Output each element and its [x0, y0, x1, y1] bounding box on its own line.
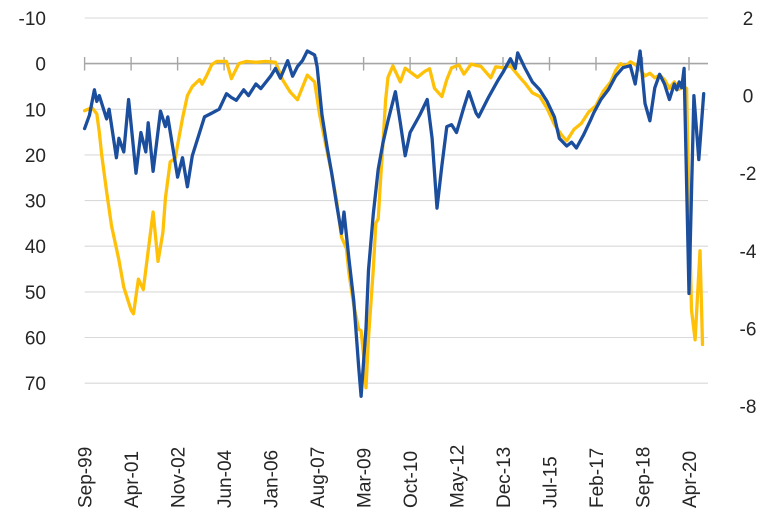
yellow-series-left-axis-line — [82, 59, 705, 390]
x-axis-tick-label: Feb-17 — [587, 448, 608, 508]
blue-series-right-axis-line — [82, 49, 706, 398]
x-axis-tick-label: Jan-06 — [262, 450, 283, 508]
left-axis-tick-label: 40 — [25, 237, 46, 258]
x-axis-tick-label: Apr-20 — [680, 451, 701, 508]
left-axis-tick-label: 20 — [25, 146, 46, 167]
right-axis-tick-label: -2 — [740, 164, 757, 185]
x-axis-tick-label: Sep-18 — [634, 447, 655, 508]
x-axis-tick-label: Jul-15 — [541, 456, 562, 508]
left-axis-tick-label: 10 — [25, 100, 46, 121]
left-axis-tick-label: 30 — [25, 192, 46, 213]
right-axis-tick-label: 0 — [743, 87, 754, 108]
x-axis-tick-label: Oct-10 — [401, 451, 422, 508]
x-axis-tick-label: Sep-99 — [76, 447, 97, 508]
right-axis-tick-label: 2 — [743, 9, 754, 30]
left-axis-tick-label: 0 — [35, 55, 46, 76]
x-axis-tick-label: Aug-07 — [308, 447, 329, 508]
x-axis-tick-label: Dec-13 — [494, 447, 515, 508]
left-axis-tick-label: -10 — [19, 9, 46, 30]
x-axis-tick-label: Mar-09 — [355, 448, 376, 508]
left-axis-tick-label: 60 — [25, 329, 46, 350]
left-axis-tick-label: 50 — [25, 283, 46, 304]
right-axis-tick-label: -8 — [740, 397, 757, 418]
right-axis-tick-label: -4 — [740, 242, 757, 263]
x-axis-tick-label: Apr-01 — [122, 451, 143, 508]
right-axis-tick-label: -6 — [740, 319, 757, 340]
x-axis-tick-label: Nov-02 — [169, 447, 190, 508]
x-axis-tick-label: Jun-04 — [215, 449, 236, 508]
x-axis-tick-label: May-12 — [448, 445, 469, 508]
left-axis-tick-label: 70 — [25, 374, 46, 395]
